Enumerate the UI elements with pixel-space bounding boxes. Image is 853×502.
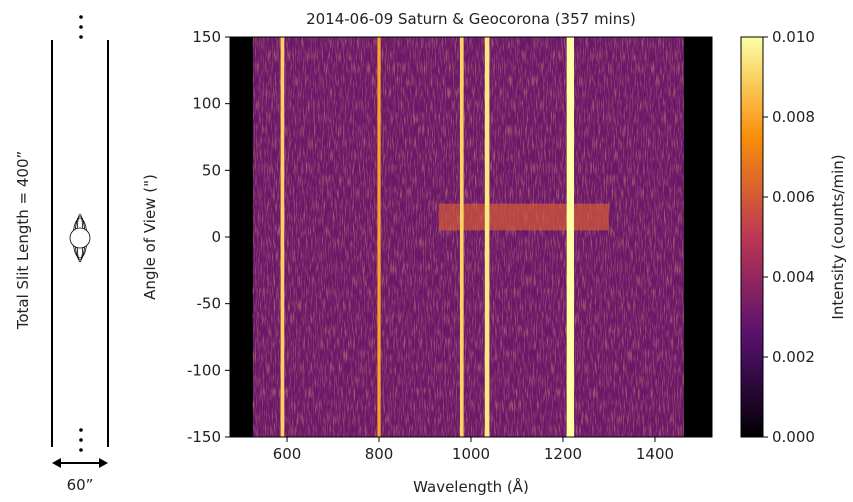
y-tick-label: -100 — [187, 361, 221, 379]
y-tick-label: 100 — [192, 95, 221, 113]
slit-length-label: Total Slit Length = 400” — [14, 151, 32, 331]
y-tick-label: 150 — [192, 28, 221, 46]
y-tick-label: -150 — [187, 428, 221, 446]
x-tick-label: 1000 — [452, 445, 490, 463]
y-tick-label: 0 — [211, 228, 221, 246]
colorbar-tick-label: 0.006 — [772, 188, 815, 206]
x-tick-label: 1400 — [636, 445, 674, 463]
noise-texture — [252, 37, 684, 437]
slit-diagram: 60” Total Slit Length = 400” — [14, 15, 109, 494]
x-tick-label: 1200 — [544, 445, 582, 463]
emission-line — [459, 37, 464, 437]
y-axis-label: Angle of View (") — [141, 174, 159, 300]
chart-title: 2014-06-09 Saturn & Geocorona (357 mins) — [306, 10, 636, 28]
emission-band — [438, 203, 609, 231]
x-tick-label: 800 — [365, 445, 394, 463]
emission-line — [566, 37, 575, 437]
emission-line — [377, 37, 381, 437]
colorbar-tick-label: 0.000 — [772, 428, 815, 446]
colorbar — [740, 36, 764, 438]
x-tick-label: 600 — [273, 445, 302, 463]
heatmap — [252, 37, 684, 437]
colorbar-tick-label: 0.010 — [772, 28, 815, 46]
x-axis-label: Wavelength (Å) — [413, 477, 529, 496]
colorbar-tick-label: 0.002 — [772, 348, 815, 366]
colorbar-label: Intensity (counts/min) — [829, 154, 847, 319]
emission-line — [280, 37, 285, 437]
y-tick-label: 50 — [202, 161, 221, 179]
emission-line — [484, 37, 490, 437]
y-tick-label: -50 — [197, 295, 222, 313]
slit-width-label: 60” — [67, 476, 94, 494]
colorbar-tick-label: 0.008 — [772, 108, 815, 126]
colorbar-tick-label: 0.004 — [772, 268, 815, 286]
